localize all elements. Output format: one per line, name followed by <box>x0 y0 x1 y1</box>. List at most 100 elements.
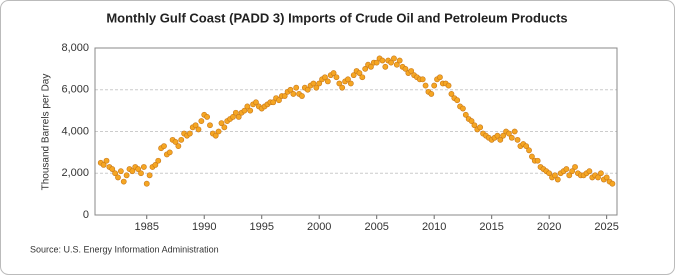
point <box>362 65 369 72</box>
point <box>100 161 107 168</box>
point <box>534 157 541 164</box>
point <box>382 63 389 70</box>
y-tick-label: 4,000 <box>61 125 89 137</box>
point <box>529 153 535 160</box>
point <box>460 105 466 112</box>
point <box>123 172 130 179</box>
y-tick-label: 8,000 <box>61 42 89 54</box>
point <box>563 166 570 172</box>
point <box>506 130 512 137</box>
point <box>445 82 452 89</box>
source: Source: U.S. Energy Information Administ… <box>30 244 219 254</box>
point <box>477 124 484 131</box>
point <box>396 57 403 64</box>
point <box>161 143 167 150</box>
y-tick-label: 6,000 <box>61 84 89 96</box>
point <box>379 57 386 64</box>
point <box>388 59 394 66</box>
point <box>345 76 351 83</box>
point <box>448 91 455 97</box>
point <box>572 164 578 170</box>
point <box>195 126 202 133</box>
point <box>241 107 248 114</box>
point <box>232 109 239 116</box>
point <box>393 61 400 68</box>
point <box>569 168 576 175</box>
point <box>103 157 110 164</box>
point <box>402 65 409 72</box>
point <box>500 132 507 139</box>
point <box>511 128 518 135</box>
point <box>368 63 374 70</box>
y-tick-label: 0 <box>83 209 89 221</box>
point <box>526 147 532 154</box>
point <box>247 107 254 114</box>
point <box>347 80 354 87</box>
point <box>172 139 179 145</box>
point <box>166 149 173 156</box>
point <box>554 176 561 183</box>
point <box>356 70 363 76</box>
point <box>350 72 357 79</box>
point <box>287 86 294 93</box>
point <box>198 118 205 124</box>
point <box>221 124 228 131</box>
point <box>120 178 127 185</box>
point <box>186 130 193 137</box>
point <box>566 172 573 179</box>
point <box>330 70 337 76</box>
point <box>431 82 438 89</box>
point <box>523 143 530 150</box>
point <box>304 86 311 93</box>
point <box>339 84 346 91</box>
point <box>373 59 380 66</box>
point <box>218 120 225 127</box>
point <box>598 170 604 177</box>
point <box>313 84 320 91</box>
point <box>109 166 116 172</box>
point <box>235 113 242 120</box>
point <box>508 134 515 141</box>
point <box>175 143 182 150</box>
chart-title: Monthly Gulf Coast (PADD 3) Imports of C… <box>106 10 567 25</box>
x-tick-label: 2000 <box>307 221 331 233</box>
point <box>270 99 277 106</box>
point <box>253 99 259 106</box>
point <box>143 180 150 187</box>
point <box>293 84 300 91</box>
point <box>299 93 305 99</box>
point <box>244 103 251 110</box>
point <box>117 168 124 175</box>
x-tick-label: 2005 <box>364 221 388 233</box>
x-tick-label: 1990 <box>192 221 216 233</box>
point <box>155 157 162 164</box>
point <box>322 74 328 81</box>
point <box>192 122 199 129</box>
point <box>138 170 144 177</box>
point <box>112 170 119 177</box>
point <box>115 174 121 181</box>
point <box>230 113 236 120</box>
point <box>129 168 136 175</box>
point <box>454 97 461 104</box>
point <box>316 80 323 87</box>
point <box>281 93 288 99</box>
point <box>494 132 501 139</box>
point <box>471 122 478 129</box>
x-tick-label: 2020 <box>537 221 561 233</box>
point <box>391 55 397 62</box>
plot-area <box>94 47 618 216</box>
point <box>609 180 616 187</box>
point <box>178 136 185 143</box>
point <box>290 91 297 97</box>
point <box>595 174 601 181</box>
y-axis-label: Thousand Barrels per Day <box>41 74 52 191</box>
point <box>140 164 147 170</box>
point <box>276 97 282 104</box>
point <box>497 136 504 143</box>
point <box>359 74 366 81</box>
x-tick-label: 2010 <box>422 221 446 233</box>
point <box>462 111 469 118</box>
